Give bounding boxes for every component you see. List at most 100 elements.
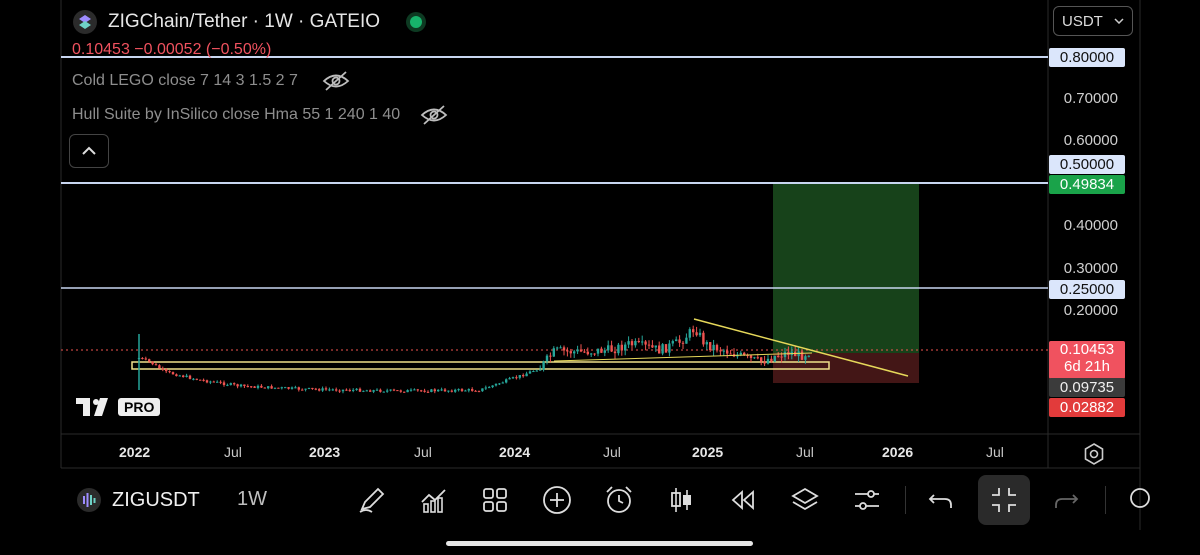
candle-body	[749, 355, 753, 358]
candle-body	[341, 389, 345, 392]
price-box-050[interactable]: 0.50000	[1049, 155, 1125, 174]
candle-body	[491, 385, 494, 388]
candle-body	[321, 388, 324, 391]
candle-body	[277, 387, 280, 389]
candle-body	[209, 381, 212, 383]
collapse-indicators-button[interactable]	[69, 134, 109, 168]
alert-icon[interactable]	[603, 484, 635, 516]
candles-icon[interactable]	[665, 484, 697, 516]
fullscreen-exit-button[interactable]	[978, 475, 1030, 525]
candle-body	[280, 387, 283, 389]
symbol-name: ZIGUSDT	[112, 488, 200, 511]
eye-off-icon[interactable]	[322, 70, 350, 92]
candle-body	[726, 350, 729, 354]
candle-body	[573, 351, 576, 354]
candle-body	[709, 342, 712, 351]
time-label: 2022	[119, 444, 151, 460]
candle-body	[613, 351, 617, 354]
candle-body	[603, 350, 606, 353]
descending-trendline[interactable]	[693, 318, 909, 377]
candle-body	[182, 375, 185, 377]
candle-body	[328, 389, 331, 391]
time-label: Jul	[986, 444, 1004, 460]
candle-body	[195, 378, 198, 380]
settings-icon[interactable]	[851, 484, 883, 516]
price-box-025[interactable]: 0.25000	[1049, 280, 1125, 299]
indicator-row-cold-lego[interactable]: Cold LEGO close 7 14 3 1.5 2 7	[72, 70, 350, 92]
time-label: Jul	[796, 444, 814, 460]
candle-body	[651, 345, 654, 348]
fullscreen-exit-icon	[992, 488, 1016, 512]
candle-body	[161, 368, 164, 370]
candle-body	[199, 379, 202, 381]
indicator-label: Cold LEGO close 7 14 3 1.5 2 7	[72, 72, 298, 89]
candle-body	[729, 353, 732, 355]
chart-title-row[interactable]: ZIGChain/Tether · 1W · GATEIO	[72, 8, 423, 36]
support-box[interactable]	[131, 361, 830, 370]
candle-body	[508, 378, 511, 380]
stop-zone[interactable]	[773, 353, 919, 383]
tradingview-watermark: PRO	[76, 396, 161, 418]
candle-body	[188, 375, 192, 379]
rising-trendline[interactable]	[553, 352, 813, 362]
candle-body	[593, 353, 596, 355]
search-icon[interactable]	[1124, 484, 1156, 516]
indicator-row-hull-suite[interactable]: Hull Suite by InSilico close Hma 55 1 24…	[72, 104, 448, 126]
currency-select[interactable]: USDT	[1053, 6, 1133, 36]
price-box-entry[interactable]: 0.09735	[1049, 378, 1125, 397]
eye-off-icon[interactable]	[420, 104, 448, 126]
candle-body	[447, 390, 450, 392]
candle-body	[433, 389, 436, 392]
candle-body	[454, 389, 457, 392]
timeframe-button[interactable]: 1W	[237, 488, 267, 510]
candle-body	[610, 345, 613, 352]
zig-logo-icon	[73, 10, 97, 34]
candle-body	[440, 389, 443, 391]
target-zone[interactable]	[773, 183, 919, 353]
price-box-stop[interactable]: 0.02882	[1049, 398, 1125, 417]
candle-body	[743, 352, 746, 356]
candle-body	[250, 386, 253, 388]
candle-body	[154, 364, 158, 366]
candle-body	[518, 375, 521, 378]
candle-body	[675, 339, 678, 342]
layouts-icon[interactable]	[479, 484, 511, 516]
candle-body	[345, 389, 348, 391]
candle-body	[688, 329, 691, 338]
candle-body	[457, 389, 460, 391]
price-box-target[interactable]: 0.49834	[1049, 175, 1125, 194]
toolbar-divider	[905, 486, 906, 514]
add-icon[interactable]	[541, 484, 573, 516]
candle-body	[151, 361, 154, 365]
candle-body	[484, 387, 487, 389]
current-price-box[interactable]: 0.10453 6d 21h	[1049, 341, 1125, 379]
candle-body	[600, 348, 603, 353]
chart-settings-icon[interactable]	[1082, 442, 1106, 466]
candle-body	[450, 390, 453, 392]
redo-icon[interactable]	[1050, 484, 1082, 516]
price-box-080[interactable]: 0.80000	[1049, 48, 1125, 67]
candle-body	[355, 388, 358, 390]
undo-icon[interactable]	[925, 484, 957, 516]
time-label: 2025	[692, 444, 724, 460]
candle-body	[464, 390, 467, 392]
layers-icon[interactable]	[789, 484, 821, 516]
candle-body	[420, 390, 423, 392]
chevron-up-icon	[82, 146, 96, 155]
market-status-dot	[410, 16, 423, 28]
candle-body	[562, 347, 566, 351]
candle-body	[634, 340, 637, 346]
indicators-icon[interactable]	[418, 484, 450, 516]
candle-body	[777, 355, 780, 357]
candle-body	[287, 387, 290, 389]
candle-body	[719, 350, 722, 352]
symbol-selector[interactable]: ZIGUSDT	[76, 487, 200, 513]
chevron-down-icon	[1114, 18, 1124, 24]
draw-icon[interactable]	[356, 484, 388, 516]
replay-icon[interactable]	[727, 484, 759, 516]
candle-body	[586, 351, 589, 355]
candle-body	[178, 375, 181, 377]
candle-body	[222, 382, 226, 386]
candle-body	[348, 390, 351, 392]
